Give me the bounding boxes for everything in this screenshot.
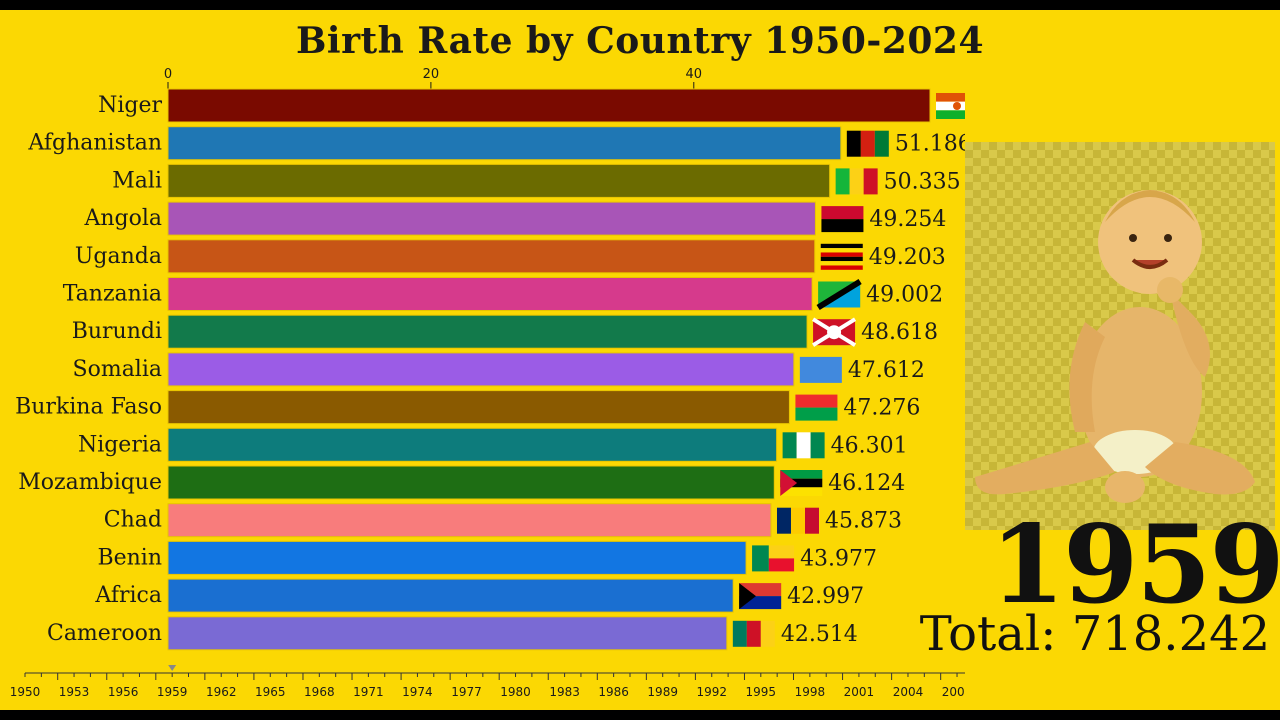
timeline-year-label: 1968 — [304, 685, 335, 699]
timeline-year-label: 1950 — [10, 685, 41, 699]
timeline-year-label: 1959 — [157, 685, 188, 699]
bar — [167, 616, 728, 651]
country-label: Niger — [98, 93, 162, 118]
timeline-year-label: 1998 — [795, 685, 826, 699]
mali-flag-icon — [835, 168, 878, 195]
value-label: 46.301 — [831, 433, 908, 458]
niger-flag-icon — [936, 93, 965, 119]
chad-flag-icon — [776, 507, 819, 534]
timeline-year-label: 1953 — [59, 685, 90, 699]
timeline-year-label: 1974 — [402, 685, 433, 699]
timeline-year-label: 1980 — [500, 685, 531, 699]
value-label: 47.612 — [848, 358, 925, 383]
country-label: Somalia — [73, 357, 162, 382]
country-label: Mali — [112, 168, 162, 193]
bar — [167, 503, 772, 538]
uganda-flag-icon — [820, 243, 863, 270]
timeline-year-label: 1971 — [353, 685, 384, 699]
bar — [167, 352, 795, 387]
timeline-year-label: 1965 — [255, 685, 286, 699]
country-label: Afghanistan — [27, 131, 162, 156]
bar — [167, 163, 831, 198]
country-label: Chad — [104, 508, 162, 533]
timeline-year-label: 2004 — [893, 685, 924, 699]
value-label: 45.873 — [825, 509, 902, 534]
value-label: 47.276 — [843, 396, 920, 421]
bar-chart: 02040Niger57.97Afghanistan51.186Mali50.3… — [10, 67, 965, 699]
value-label: 50.335 — [884, 169, 961, 194]
value-label: 51.186 — [895, 132, 965, 157]
value-label: 48.618 — [861, 320, 938, 345]
burundi-flag-icon — [812, 317, 857, 347]
chart-title: Birth Rate by Country 1950-2024 — [295, 20, 985, 62]
mozambique-flag-icon — [780, 470, 823, 496]
x-tick-label: 0 — [164, 67, 172, 82]
timeline-year-label: 1962 — [206, 685, 237, 699]
nigeria-flag-icon — [782, 432, 825, 459]
angola-flag-icon — [821, 206, 864, 233]
country-label: Burkina Faso — [15, 395, 162, 420]
current-year: 1959 — [990, 502, 1280, 628]
x-tick-label: 20 — [423, 67, 440, 82]
country-label: Africa — [94, 583, 162, 608]
bar — [167, 314, 808, 349]
timeline-year-label: 1995 — [746, 685, 777, 699]
value-label: 42.514 — [781, 622, 858, 647]
bar — [167, 126, 842, 161]
value-label: 43.977 — [800, 546, 877, 571]
baby-image — [975, 190, 1255, 503]
value-label: 49.002 — [866, 283, 943, 308]
value-label: 46.124 — [828, 471, 905, 496]
timeline-year-label: 1956 — [108, 685, 139, 699]
timeline-year-label: 1992 — [696, 685, 727, 699]
timeline-year-label: 1986 — [598, 685, 629, 699]
country-label: Uganda — [75, 244, 162, 269]
x-tick-label: 40 — [686, 67, 703, 82]
timeline-year-label: 2001 — [844, 685, 875, 699]
total-readout: Total: 718.242 — [915, 606, 1275, 662]
afghanistan-flag-icon — [846, 130, 889, 157]
chart-stage: Birth Rate by Country 1950-2024 0 20 40 Nig… — [0, 10, 1280, 710]
timeline-year-label: 2007 — [942, 685, 965, 699]
country-label: Tanzania — [63, 282, 162, 307]
bar — [167, 540, 747, 575]
country-label: Benin — [97, 545, 162, 570]
tanzania-flag-icon — [816, 278, 862, 311]
benin-flag-icon — [752, 545, 795, 572]
bar — [167, 277, 813, 311]
bar — [167, 201, 816, 236]
total-value: 718.242 — [1071, 606, 1271, 662]
value-label: 42.997 — [787, 584, 864, 609]
timeline-year-label: 1989 — [647, 685, 678, 699]
bar — [167, 427, 778, 462]
cameroon-flag-icon — [732, 620, 775, 647]
value-label: 49.203 — [869, 245, 946, 270]
bar — [167, 578, 734, 613]
bar — [167, 390, 790, 425]
country-label: Burundi — [72, 319, 162, 344]
country-label: Mozambique — [18, 470, 162, 495]
country-label: Nigeria — [78, 432, 162, 457]
value-label: 49.254 — [869, 207, 946, 232]
bar — [167, 239, 816, 274]
bar — [167, 465, 775, 500]
baby-image-panel — [965, 142, 1275, 530]
country-label: Cameroon — [47, 621, 162, 646]
total-label: Total: — [919, 606, 1057, 662]
timeline-year-label: 1983 — [549, 685, 580, 699]
burkina-faso-flag-icon — [795, 394, 838, 421]
south-africa-flag-icon — [739, 583, 782, 610]
timeline-year-label: 1977 — [451, 685, 482, 699]
timeline-current-marker[interactable] — [168, 665, 177, 671]
bar — [167, 88, 931, 123]
somalia-flag-icon — [799, 356, 842, 383]
country-label: Angola — [83, 206, 162, 231]
